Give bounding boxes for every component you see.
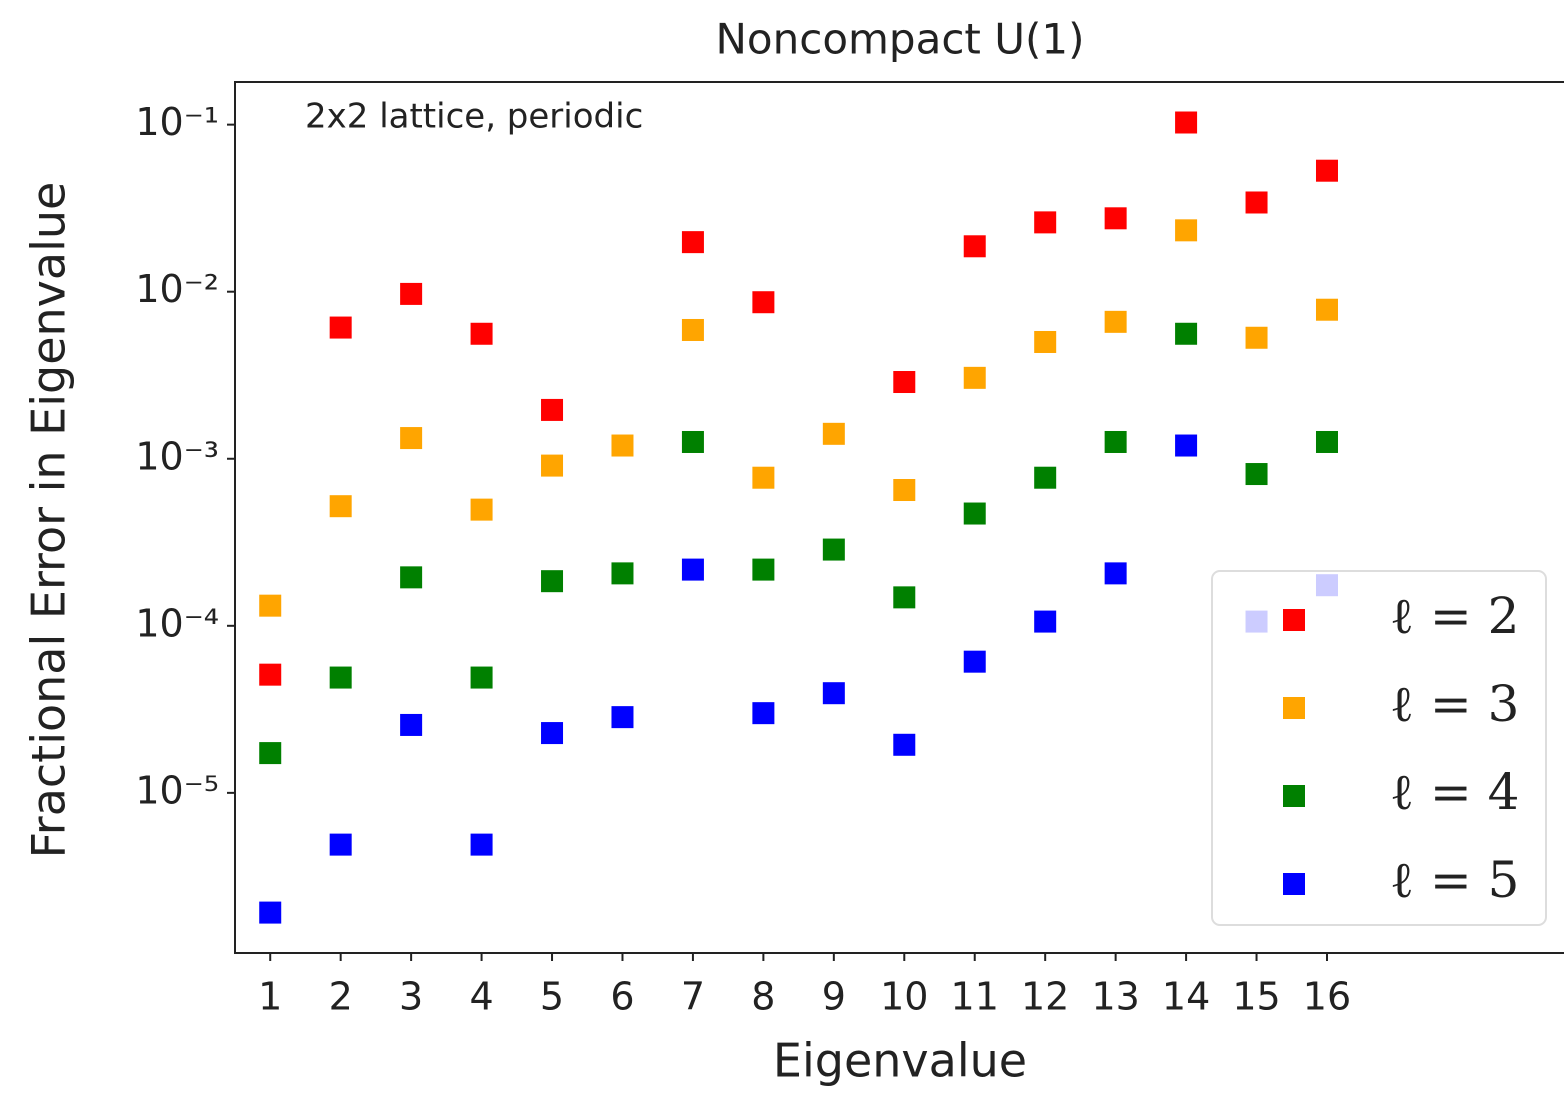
legend-label: ℓ = 4: [1390, 763, 1519, 821]
x-tick-label: 5: [540, 975, 564, 1019]
point: [752, 702, 775, 725]
x-tick-label: 9: [822, 975, 846, 1019]
point: [1104, 430, 1127, 453]
legend-label: ℓ = 5: [1390, 851, 1519, 909]
point: [963, 502, 986, 525]
x-tick-label: 7: [681, 975, 705, 1019]
point: [1315, 298, 1338, 321]
legend-box: [1211, 570, 1547, 926]
point: [963, 366, 986, 389]
point: [752, 291, 775, 314]
point: [329, 833, 352, 856]
point: [329, 666, 352, 689]
legend-label: ℓ = 3: [1390, 675, 1519, 733]
x-tick-label: 10: [880, 975, 928, 1019]
point: [1104, 207, 1127, 230]
point: [1315, 430, 1338, 453]
point: [470, 833, 493, 856]
x-tick-label: 15: [1232, 975, 1280, 1019]
point: [1104, 310, 1127, 333]
point: [1245, 326, 1268, 349]
point: [752, 558, 775, 581]
point: [400, 427, 423, 450]
point: [822, 422, 845, 445]
point: [470, 666, 493, 689]
point: [1034, 466, 1057, 489]
x-tick-label: 1: [258, 975, 282, 1019]
point: [259, 901, 282, 924]
y-tick-label: 10⁻⁴: [135, 601, 219, 645]
point: [1175, 434, 1198, 457]
point: [400, 713, 423, 736]
point: [1034, 330, 1057, 353]
point: [681, 318, 704, 341]
legend-marker: [1283, 873, 1305, 895]
point: [400, 282, 423, 305]
point: [611, 562, 634, 585]
point: [541, 570, 564, 593]
point: [893, 733, 916, 756]
point: [1245, 191, 1268, 214]
x-tick-label: 11: [951, 975, 999, 1019]
point: [681, 430, 704, 453]
x-tick-label: 2: [329, 975, 353, 1019]
point: [681, 231, 704, 254]
point: [893, 479, 916, 502]
point: [681, 558, 704, 581]
point: [259, 742, 282, 765]
point: [1175, 219, 1198, 242]
y-tick-label: 10⁻⁵: [135, 768, 219, 812]
point: [1034, 211, 1057, 234]
annotation: 2x2 lattice, periodic: [305, 97, 643, 137]
x-tick-label: 12: [1021, 975, 1069, 1019]
point: [1104, 562, 1127, 585]
point: [893, 586, 916, 609]
legend-label: ℓ = 2: [1390, 587, 1519, 645]
point: [259, 594, 282, 617]
point: [963, 650, 986, 673]
legend-marker: [1283, 609, 1305, 631]
legend-marker: [1283, 785, 1305, 807]
point: [963, 235, 986, 258]
y-tick-label: 10⁻²: [135, 267, 219, 311]
point: [329, 316, 352, 339]
point: [541, 398, 564, 421]
point: [400, 566, 423, 589]
point: [752, 466, 775, 489]
y-tick-label: 10⁻³: [135, 434, 219, 478]
legend-marker: [1283, 697, 1305, 719]
point: [1175, 322, 1198, 345]
x-tick-label: 3: [399, 975, 423, 1019]
point: [329, 495, 352, 518]
x-tick-label: 13: [1091, 975, 1139, 1019]
x-tick-label: 8: [751, 975, 775, 1019]
x-tick-label: 6: [610, 975, 634, 1019]
x-axis-label: Eigenvalue: [773, 1034, 1027, 1088]
point: [893, 371, 916, 394]
point: [611, 706, 634, 729]
point: [1175, 111, 1198, 134]
chart-title: Noncompact U(1): [716, 15, 1085, 64]
x-tick-label: 4: [469, 975, 493, 1019]
y-axis-label: Fractional Error in Eigenvalue: [22, 182, 76, 859]
point: [541, 722, 564, 745]
point: [822, 682, 845, 705]
point: [259, 663, 282, 686]
point: [1034, 610, 1057, 633]
y-tick-label: 10⁻¹: [135, 100, 219, 144]
point: [541, 454, 564, 477]
x-tick-label: 14: [1162, 975, 1210, 1019]
x-tick-label: 16: [1303, 975, 1351, 1019]
legend: ℓ = 2 ℓ = 3 ℓ = 4 ℓ = 5: [1211, 570, 1547, 926]
point: [470, 322, 493, 345]
point: [611, 434, 634, 457]
point: [1245, 463, 1268, 486]
point: [822, 538, 845, 561]
point: [1315, 159, 1338, 182]
point: [470, 498, 493, 521]
plot-frame: [234, 81, 1564, 954]
